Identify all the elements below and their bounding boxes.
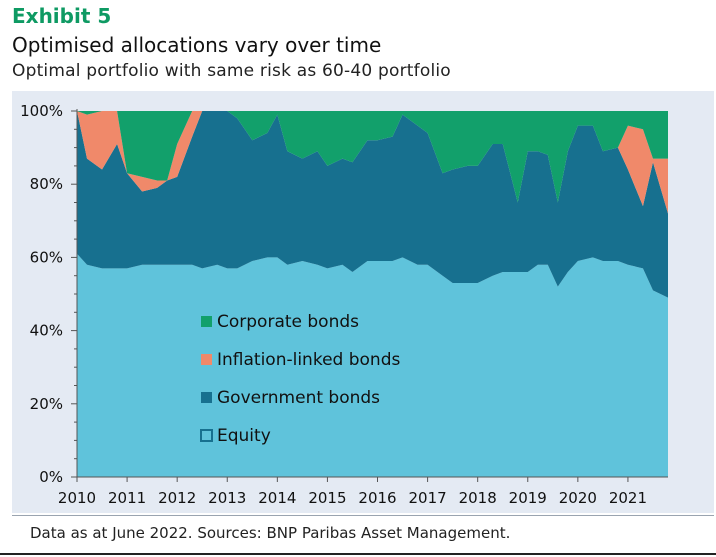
- chart-subtitle: Optimal portfolio with same risk as 60-4…: [12, 61, 451, 81]
- legend-swatch-inflation-linked-bonds: [201, 354, 212, 365]
- x-tick-label: 2012: [158, 489, 196, 507]
- x-tick-label: 2014: [258, 489, 296, 507]
- x-tick-label: 2020: [559, 489, 597, 507]
- x-tick-label: 2011: [108, 489, 146, 507]
- y-tick-label: 60%: [30, 248, 63, 266]
- legend-label-inflation-linked-bonds: Inflation-linked bonds: [217, 350, 400, 370]
- legend-label-corporate-bonds: Corporate bonds: [217, 312, 359, 332]
- x-tick-label: 2016: [358, 489, 396, 507]
- chart-title: Optimised allocations vary over time: [12, 33, 382, 57]
- x-tick-label: 2018: [459, 489, 497, 507]
- bottom-rule: [0, 553, 716, 555]
- x-tick-label: 2013: [208, 489, 246, 507]
- legend-swatch-government-bonds: [201, 392, 212, 403]
- legend: Corporate bonds Inflation-linked bonds Gov…: [200, 312, 400, 446]
- area-layers: [77, 111, 668, 477]
- chart-panel: 0% 20% 40% 60% 80% 100% 2010 2011 2012 2013 2014 20…: [12, 91, 714, 513]
- area-corporate-bonds: [77, 111, 668, 203]
- y-tick-label: 20%: [30, 395, 63, 413]
- x-tick-label: 2017: [408, 489, 446, 507]
- y-tick-label: 0%: [39, 468, 63, 486]
- y-tick-label: 100%: [20, 102, 63, 120]
- stacked-area-chart: 0% 20% 40% 60% 80% 100% 2010 2011 2012 2013 2014 20…: [20, 102, 668, 507]
- exhibit-label: Exhibit 5: [12, 4, 112, 28]
- source-note: Data as at June 2022. Sources: BNP Parib…: [30, 524, 511, 542]
- legend-label-equity: Equity: [217, 426, 271, 446]
- y-tick-label: 80%: [30, 175, 63, 193]
- y-tick-label: 40%: [30, 322, 63, 340]
- legend-swatch-equity: [200, 429, 213, 442]
- legend-swatch-corporate-bonds: [201, 316, 212, 327]
- area-government-bonds: [77, 111, 668, 298]
- x-tick-label: 2021: [609, 489, 647, 507]
- axes: 0% 20% 40% 60% 80% 100% 2010 2011 2012 2013 2014 20…: [20, 102, 668, 507]
- x-tick-label: 2015: [308, 489, 346, 507]
- area-equity: [77, 253, 668, 477]
- legend-label-government-bonds: Government bonds: [217, 388, 380, 408]
- x-tick-label: 2019: [509, 489, 547, 507]
- x-tick-label: 2010: [58, 489, 96, 507]
- footer-divider: [12, 515, 714, 516]
